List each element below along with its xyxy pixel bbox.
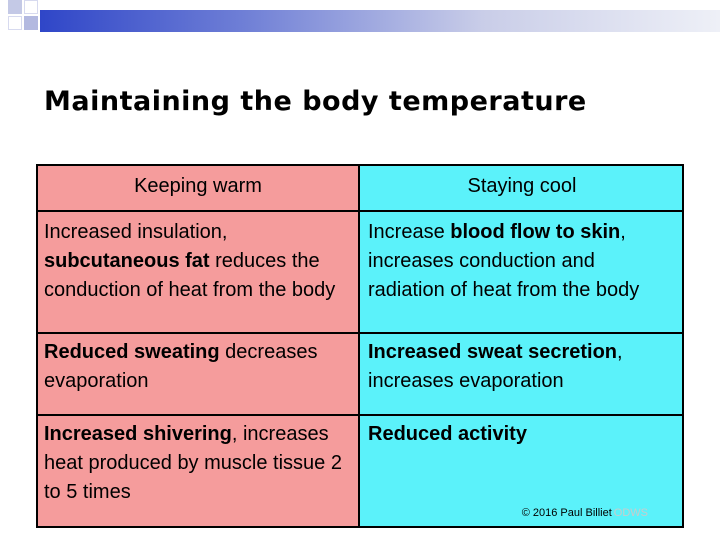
slide-title: Maintaining the body temperature (44, 86, 587, 117)
header-staying-cool: Staying cool (360, 166, 682, 212)
header-decoration (0, 0, 720, 36)
header-gradient-bar (40, 10, 720, 32)
copyright-notice: © 2016 Paul Billiet ODWS (522, 506, 648, 520)
cell-cool-blood-flow: Increase blood flow to skin, increases c… (360, 212, 682, 334)
decorative-square (24, 0, 38, 14)
comparison-table: Keeping warm Staying cool Increased insu… (36, 164, 684, 528)
decorative-square (24, 16, 38, 30)
header-keeping-warm: Keeping warm (38, 166, 360, 212)
decorative-square (8, 16, 22, 30)
license-link[interactable]: ODWS (613, 507, 648, 519)
cell-warm-shivering: Increased shivering, increases heat prod… (38, 416, 360, 526)
cell-warm-sweating: Reduced sweating decreases evaporation (38, 334, 360, 416)
decorative-square (8, 0, 22, 14)
copyright-text: © 2016 Paul Billiet (521, 507, 612, 519)
cell-cool-sweat-secretion: Increased sweat secretion, increases eva… (360, 334, 682, 416)
cell-cool-activity: Reduced activity © 2016 Paul Billiet ODWS (360, 416, 682, 526)
cell-warm-insulation: Increased insulation, subcutaneous fat r… (38, 212, 360, 334)
